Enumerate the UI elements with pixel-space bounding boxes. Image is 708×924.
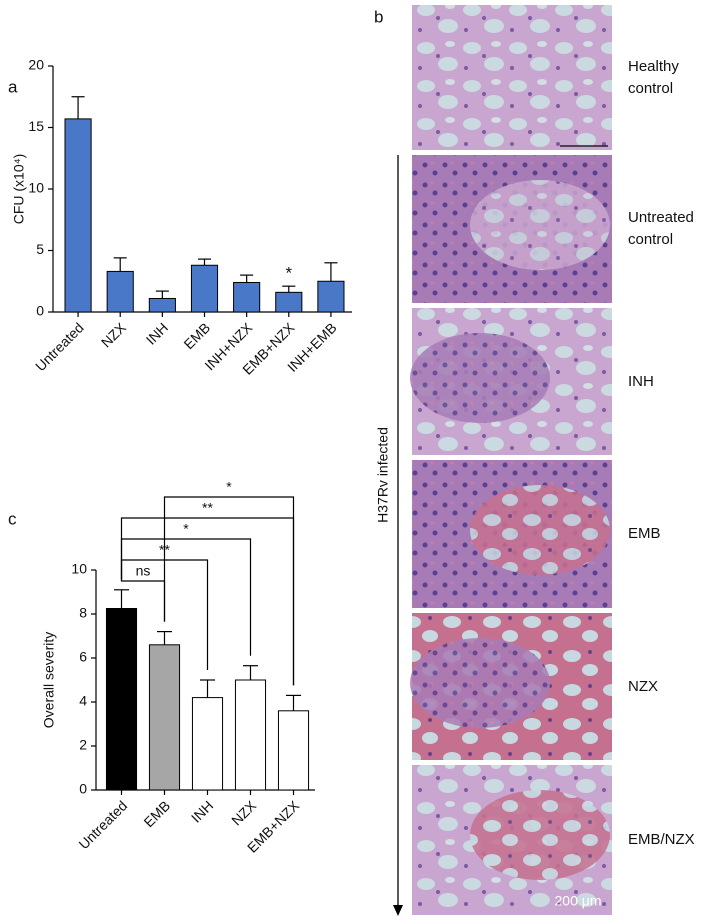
- bar: [148, 644, 181, 791]
- x-tick-label: NZX: [228, 797, 260, 829]
- significance-bracket: [120, 559, 209, 670]
- y-tick-label: 10: [71, 561, 87, 577]
- bar: [317, 280, 345, 313]
- y-tick-label: 6: [79, 649, 87, 665]
- significance-bracket: [120, 579, 166, 622]
- histology-region: [410, 333, 550, 423]
- x-tick-label: EMB: [140, 797, 173, 830]
- y-axis-label: Overall severity: [41, 632, 57, 728]
- y-tick-label: 4: [79, 693, 87, 709]
- y-tick-label: 2: [79, 737, 87, 753]
- histology-label: Healthy control: [628, 57, 679, 97]
- bar: [106, 270, 134, 313]
- significance-label: **: [202, 500, 213, 516]
- significance-label: ns: [136, 563, 151, 579]
- y-tick-label: 20: [28, 57, 44, 73]
- histology-label: Untreated control: [628, 209, 694, 248]
- y-axis-label: CFU (x10⁴): [11, 154, 27, 225]
- significance-label: **: [159, 542, 170, 558]
- panel-label: a: [8, 77, 18, 96]
- histology-region: [470, 790, 610, 880]
- histology-region: [470, 180, 610, 270]
- y-tick-label: 10: [28, 180, 44, 196]
- x-tick-label: NZX: [98, 319, 130, 351]
- significance-label: *: [183, 521, 189, 537]
- y-tick-label: 15: [28, 118, 44, 134]
- y-tick-label: 8: [79, 605, 87, 621]
- x-tick-label: Untreated: [75, 797, 130, 852]
- histology-label: INH: [628, 372, 654, 390]
- histology-label: EMB/NZX: [628, 831, 695, 848]
- bar: [64, 118, 92, 313]
- x-tick-label: EMB: [180, 319, 213, 352]
- histology-label: NZX: [628, 677, 658, 695]
- y-tick-label: 5: [36, 241, 44, 257]
- x-tick-label: Untreated: [32, 319, 87, 374]
- infection-label: H37Rv infected: [375, 427, 391, 523]
- histology-region: [470, 485, 610, 575]
- bar: [148, 297, 176, 313]
- bar: [233, 281, 261, 313]
- y-tick-label: 0: [79, 781, 87, 797]
- x-tick-label: INH: [143, 319, 171, 347]
- panel-label: c: [8, 509, 17, 528]
- x-tick-label: INH: [188, 797, 216, 825]
- bar: [190, 264, 219, 313]
- significance-bracket: [120, 538, 252, 656]
- y-tick-label: 0: [36, 303, 44, 319]
- histology-label: EMB: [628, 525, 661, 542]
- bar: [191, 697, 224, 791]
- panel-label: b: [374, 7, 383, 26]
- significance-label: *: [226, 479, 232, 495]
- bar: [275, 291, 303, 313]
- significance-star: *: [285, 264, 292, 283]
- infection-arrowhead: [393, 905, 403, 916]
- bar: [234, 679, 267, 791]
- bar: [105, 608, 138, 791]
- bar: [277, 710, 310, 791]
- histology-region: [410, 638, 550, 728]
- scale-bar-label: 200 μm: [555, 893, 602, 909]
- histology-image: [412, 5, 612, 150]
